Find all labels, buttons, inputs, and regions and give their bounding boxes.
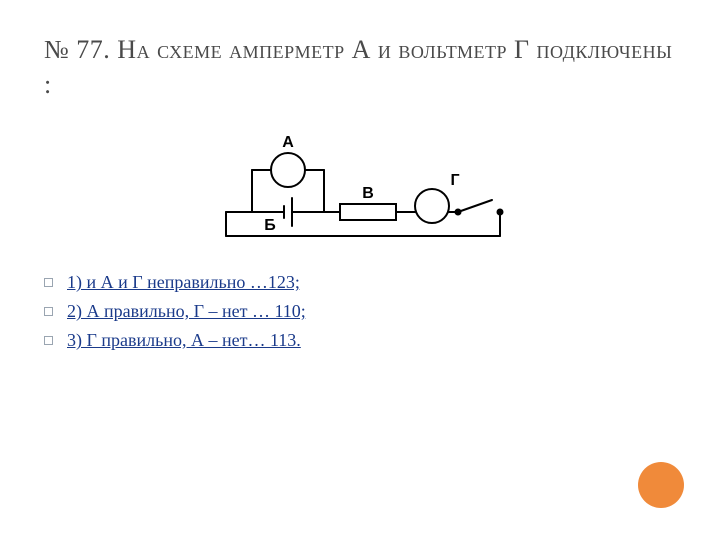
circuit-diagram-container: А Б В Г bbox=[0, 102, 720, 264]
option-1: 1) и А и Г неправильно …123; bbox=[44, 272, 720, 293]
svg-text:А: А bbox=[282, 134, 294, 151]
bullet-icon bbox=[44, 307, 53, 316]
slide-accent-circle bbox=[638, 462, 684, 508]
svg-text:Б: Б bbox=[264, 217, 276, 234]
circuit-diagram: А Б В Г bbox=[190, 120, 530, 250]
svg-text:В: В bbox=[362, 185, 374, 202]
option-2: 2) А правильно, Г – нет … 110; bbox=[44, 301, 720, 322]
bullet-icon bbox=[44, 336, 53, 345]
question-title: № 77. На схеме амперметр А и вольтметр Г… bbox=[0, 0, 720, 102]
svg-text:Г: Г bbox=[450, 172, 459, 189]
option-text: 1) и А и Г неправильно …123; bbox=[67, 272, 300, 293]
option-text: 2) А правильно, Г – нет … 110; bbox=[67, 301, 306, 322]
option-3: 3) Г правильно, А – нет… 113. bbox=[44, 330, 720, 351]
option-text: 3) Г правильно, А – нет… 113. bbox=[67, 330, 301, 351]
bullet-icon bbox=[44, 278, 53, 287]
answer-options: 1) и А и Г неправильно …123; 2) А правил… bbox=[0, 264, 720, 351]
